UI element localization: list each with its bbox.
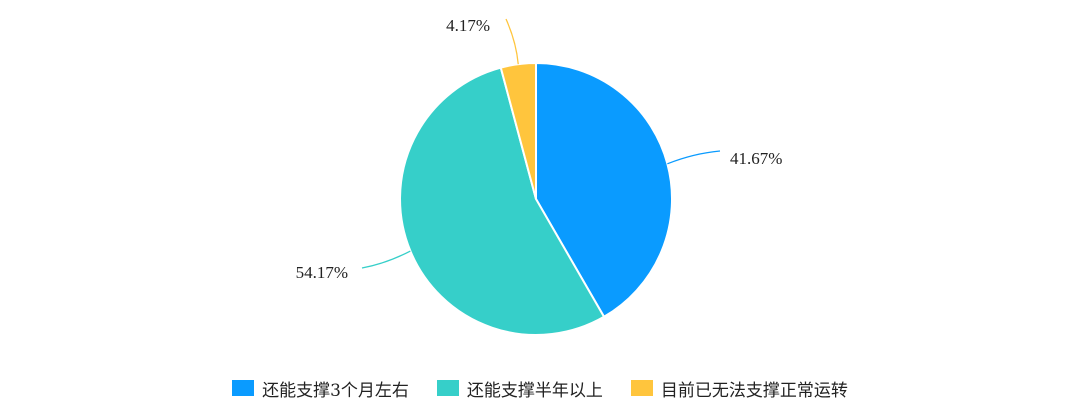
legend-swatch-3-months bbox=[232, 380, 255, 396]
data-label-cannot-operate: 4.17% bbox=[446, 16, 490, 35]
legend-label-3-months: 还能支撑3个月左右 bbox=[262, 380, 409, 401]
legend-item-half-year[interactable]: 还能支撑半年以上 bbox=[436, 376, 603, 401]
label-leader-lines bbox=[361, 18, 721, 269]
leader-line-3-months bbox=[667, 150, 721, 165]
legend-swatch-half-year bbox=[436, 380, 459, 396]
legend-swatch-cannot-operate bbox=[630, 380, 653, 396]
pie-slices bbox=[399, 62, 673, 336]
legend-label-half-year: 还能支撑半年以上 bbox=[466, 380, 603, 401]
pie-slice-half-year[interactable] bbox=[399, 66, 606, 336]
legend-item-3-months[interactable]: 还能支撑3个月左右 bbox=[232, 376, 409, 401]
legend-item-cannot-operate[interactable]: 目前已无法支撑正常运转 bbox=[630, 376, 848, 401]
leader-line-half-year bbox=[361, 250, 411, 269]
data-labels: 41.67% 54.17% 4.17% bbox=[296, 16, 783, 282]
legend-label-cannot-operate: 目前已无法支撑正常运转 bbox=[660, 380, 848, 401]
pie-slice-3-months[interactable] bbox=[535, 62, 673, 318]
legend: 还能支撑3个月左右 还能支撑半年以上 目前已无法支撑正常运转 bbox=[0, 374, 1080, 402]
data-label-half-year: 54.17% bbox=[296, 263, 348, 282]
data-label-3-months: 41.67% bbox=[730, 149, 782, 168]
leader-line-cannot-operate bbox=[505, 18, 519, 65]
